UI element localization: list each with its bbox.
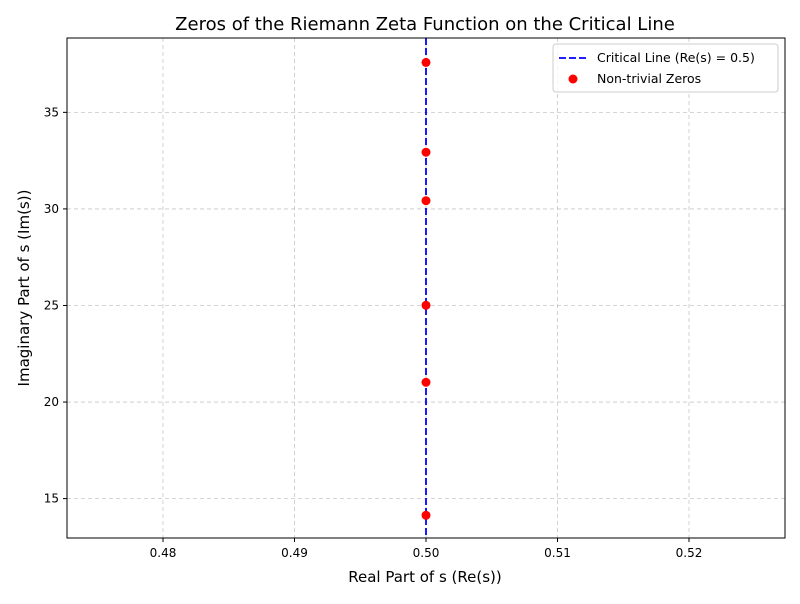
- y-tick-label: 30: [44, 202, 59, 216]
- x-tick-label: 0.48: [150, 546, 177, 560]
- zero-point: [421, 510, 431, 520]
- data-layer: [421, 38, 431, 538]
- chart-title: Zeros of the Riemann Zeta Function on th…: [175, 14, 675, 35]
- y-tick-label: 25: [44, 298, 59, 312]
- y-tick-label: 35: [44, 105, 59, 119]
- x-tick-label: 0.51: [544, 546, 571, 560]
- zero-point: [421, 196, 431, 206]
- legend-label: Non-trivial Zeros: [597, 71, 701, 86]
- axes: 0.48 0.49 0.50 0.51 0.52 15 20 25 30 35: [44, 37, 786, 560]
- legend-label: Critical Line (Re(s) = 0.5): [597, 50, 755, 65]
- x-axis-label: Real Part of s (Re(s)): [348, 568, 502, 586]
- zero-point: [421, 57, 431, 67]
- y-tick-label: 20: [44, 395, 59, 409]
- x-tick-label: 0.52: [676, 546, 703, 560]
- legend-marker-swatch: [568, 74, 578, 84]
- x-tick-label: 0.49: [281, 546, 308, 560]
- x-tick-label: 0.50: [413, 546, 440, 560]
- zero-point: [421, 147, 431, 157]
- y-tick-label: 15: [44, 492, 59, 506]
- legend: Critical Line (Re(s) = 0.5) Non-trivial Z…: [552, 43, 779, 93]
- zero-point: [421, 300, 431, 310]
- y-axis-label: Imaginary Part of s (Im(s)): [15, 190, 33, 387]
- zero-point: [421, 377, 431, 387]
- legend-box: [552, 43, 779, 93]
